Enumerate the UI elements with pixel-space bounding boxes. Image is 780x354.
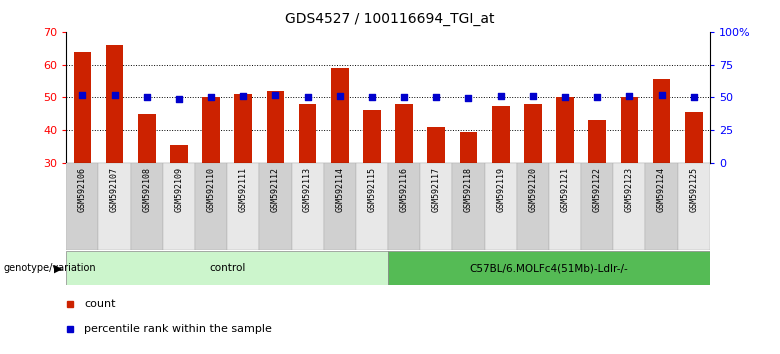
Bar [678, 163, 710, 250]
Point [495, 93, 507, 99]
Point [398, 94, 410, 99]
Bar [685, 112, 703, 163]
Bar [331, 68, 349, 163]
Bar [299, 104, 317, 163]
Bar [459, 132, 477, 163]
Text: GSM592125: GSM592125 [690, 167, 698, 212]
Text: GSM592120: GSM592120 [528, 167, 537, 212]
Text: GSM592112: GSM592112 [271, 167, 280, 212]
Bar [163, 163, 195, 250]
Point [558, 94, 571, 99]
Bar [420, 163, 452, 250]
Bar [363, 110, 381, 163]
Text: GSM592117: GSM592117 [432, 167, 441, 212]
Bar [356, 163, 388, 250]
Point [463, 95, 475, 101]
Bar [138, 114, 155, 163]
Point [108, 92, 121, 98]
Text: GSM592123: GSM592123 [625, 167, 634, 212]
Bar [202, 97, 220, 163]
Text: GSM592119: GSM592119 [496, 167, 505, 212]
Point [140, 95, 153, 100]
Bar [292, 163, 324, 250]
Bar [492, 105, 509, 163]
Bar [259, 163, 292, 250]
Point [655, 92, 668, 98]
Bar [98, 163, 131, 250]
Bar [581, 163, 613, 250]
Text: GSM592109: GSM592109 [175, 167, 183, 212]
Bar [549, 163, 581, 250]
Point [687, 95, 700, 100]
Bar [395, 104, 413, 163]
Bar [106, 45, 123, 163]
Text: ▶: ▶ [54, 263, 62, 273]
Text: GDS4527 / 100116694_TGI_at: GDS4527 / 100116694_TGI_at [285, 12, 495, 27]
Text: genotype/variation: genotype/variation [4, 263, 97, 273]
Bar [588, 120, 606, 163]
Point [526, 93, 539, 99]
Point [623, 93, 636, 99]
Text: GSM592110: GSM592110 [207, 167, 215, 212]
Bar [227, 163, 259, 250]
Bar [613, 163, 646, 250]
Text: GSM592116: GSM592116 [399, 167, 409, 212]
Bar [452, 163, 484, 250]
Bar [427, 127, 445, 163]
Bar [73, 51, 91, 163]
Text: GSM592113: GSM592113 [303, 167, 312, 212]
Text: GSM592115: GSM592115 [367, 167, 377, 212]
Bar [324, 163, 356, 250]
Bar [267, 91, 284, 163]
Text: GSM592121: GSM592121 [561, 167, 569, 212]
Bar [388, 251, 710, 285]
Text: GSM592108: GSM592108 [142, 167, 151, 212]
Text: count: count [84, 299, 115, 309]
Bar [517, 163, 549, 250]
Text: GSM592118: GSM592118 [464, 167, 473, 212]
Text: GSM592107: GSM592107 [110, 167, 119, 212]
Text: GSM592114: GSM592114 [335, 167, 344, 212]
Bar [524, 104, 541, 163]
Point [366, 95, 378, 100]
Text: GSM592111: GSM592111 [239, 167, 248, 212]
Point [237, 93, 250, 99]
Point [430, 95, 442, 100]
Text: percentile rank within the sample: percentile rank within the sample [84, 324, 272, 334]
Bar [646, 163, 678, 250]
Point [172, 96, 185, 102]
Text: GSM592106: GSM592106 [78, 167, 87, 212]
Point [76, 92, 89, 98]
Bar [484, 163, 516, 250]
Point [301, 95, 314, 100]
Bar [66, 163, 98, 250]
Bar [388, 163, 420, 250]
Bar [621, 97, 638, 163]
Point [591, 94, 604, 99]
Bar [653, 79, 670, 163]
Bar [556, 97, 574, 163]
Bar [170, 145, 188, 163]
Text: GSM592122: GSM592122 [593, 167, 601, 212]
Bar [235, 94, 252, 163]
Point [334, 93, 346, 99]
Text: control: control [209, 263, 246, 273]
Text: C57BL/6.MOLFc4(51Mb)-Ldlr-/-: C57BL/6.MOLFc4(51Mb)-Ldlr-/- [470, 263, 629, 273]
Bar [195, 163, 227, 250]
Point [269, 92, 282, 98]
Bar [66, 251, 388, 285]
Text: GSM592124: GSM592124 [657, 167, 666, 212]
Point [205, 94, 218, 99]
Bar [131, 163, 163, 250]
